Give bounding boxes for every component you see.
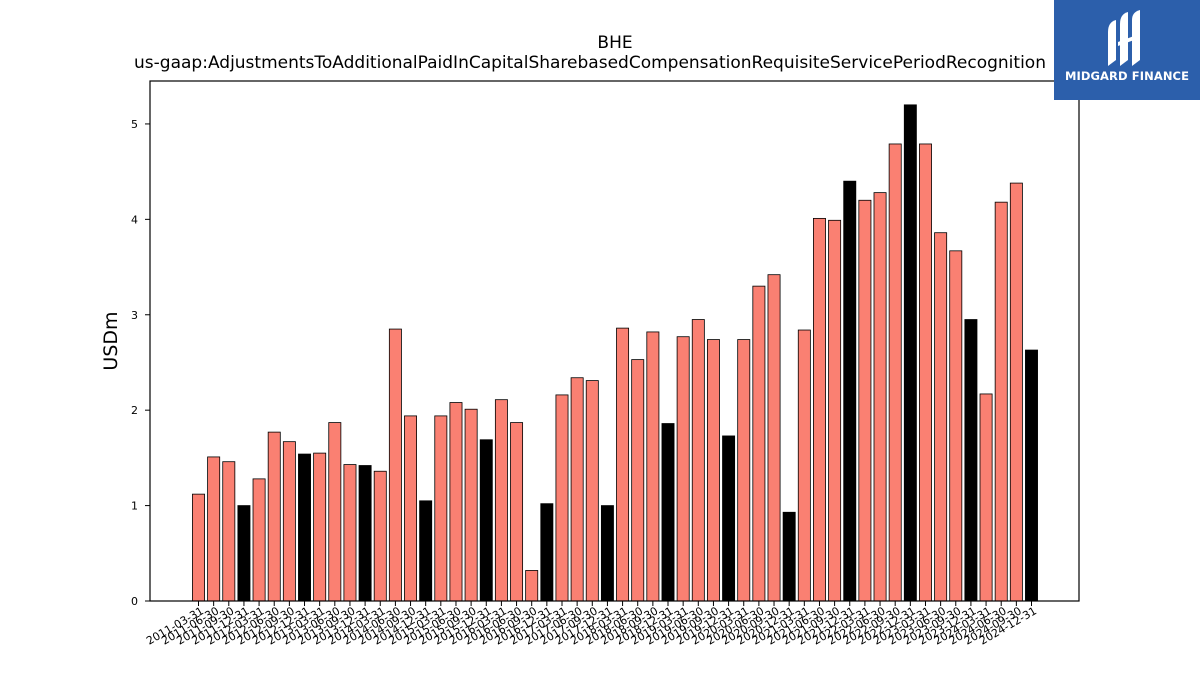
- bar-2022-09-30: [888, 143, 902, 602]
- bar-2023-12-31: [964, 319, 978, 602]
- y-tick-label: 3: [131, 309, 138, 322]
- bar-2012-09-30: [282, 441, 296, 602]
- y-tick-label: 0: [131, 595, 138, 608]
- bar-2022-03-31: [858, 199, 872, 602]
- bar-2011-06-30: [207, 456, 221, 602]
- bar-2016-06-30: [510, 422, 524, 602]
- bar-2011-12-31: [237, 505, 251, 602]
- bar-2019-12-31: [722, 435, 736, 602]
- bar-2018-03-31: [616, 327, 630, 602]
- bar-2021-03-31: [797, 329, 811, 602]
- bar-2016-09-30: [525, 570, 539, 602]
- bar-2012-12-31: [298, 453, 311, 602]
- bar-2017-06-30: [570, 377, 584, 602]
- bar-2019-06-30: [691, 319, 705, 602]
- bar-2019-03-31: [676, 336, 690, 602]
- bar-2013-06-30: [328, 422, 342, 602]
- bar-2024-12-31: [1025, 349, 1038, 602]
- bar-2014-12-31: [419, 500, 433, 602]
- y-axis-ticks: 0 1 2 3 4 5: [131, 118, 150, 608]
- bar-2014-03-31: [373, 470, 387, 602]
- bar-2018-12-31: [661, 423, 675, 602]
- y-tick-label: 1: [131, 500, 138, 513]
- bar-2014-09-30: [404, 415, 418, 602]
- y-tick-label: 4: [131, 213, 138, 226]
- bar-2016-03-31: [494, 399, 508, 602]
- bar-2015-12-31: [479, 439, 493, 602]
- bar-2020-09-30: [767, 274, 781, 602]
- bar-2019-09-30: [706, 339, 720, 602]
- bar-2016-12-31: [540, 503, 554, 602]
- bar-2017-12-31: [600, 505, 614, 602]
- bar-2015-03-31: [434, 415, 448, 602]
- bar-2017-09-30: [585, 380, 599, 602]
- y-tick-label: 2: [131, 404, 138, 417]
- bar-2013-03-31: [313, 452, 327, 602]
- bar-2012-03-31: [252, 478, 266, 602]
- logo-text: MIDGARD FINANCE: [1064, 69, 1190, 83]
- bar-2011-03-31: [192, 493, 205, 602]
- chart-title: BHE: [597, 33, 632, 53]
- bar-2018-09-30: [646, 331, 660, 602]
- bar-2022-06-30: [873, 192, 887, 602]
- bar-2023-03-31: [919, 143, 932, 602]
- bar-2021-06-30: [813, 217, 826, 602]
- bar-2023-09-30: [949, 250, 963, 602]
- bar-2022-12-31: [903, 104, 917, 602]
- bar-2015-09-30: [464, 408, 478, 602]
- plot-frame: [149, 80, 1080, 602]
- midgard-finance-logo: MIDGARD FINANCE: [1054, 0, 1200, 100]
- bar-2020-06-30: [752, 285, 766, 602]
- x-axis-ticks: 2011-03-312011-06-302011-09-302011-12-31…: [144, 601, 1039, 648]
- midgard-logo-icon: [1108, 10, 1140, 66]
- bar-2024-09-30: [1009, 182, 1023, 602]
- bar-2017-03-31: [555, 394, 569, 602]
- bar-2021-12-31: [843, 180, 857, 602]
- bar-2014-06-30: [388, 328, 402, 602]
- bar-2021-09-30: [828, 219, 842, 602]
- bar-2012-06-30: [267, 431, 281, 602]
- y-tick-label: 5: [131, 118, 138, 131]
- y-axis-label: USDm: [100, 311, 122, 370]
- bar-2020-12-31: [782, 511, 796, 602]
- bar-series: [192, 104, 1038, 602]
- bar-2015-06-30: [449, 402, 463, 602]
- bar-2011-09-30: [222, 461, 236, 602]
- chart-subtitle: us-gaap:AdjustmentsToAdditionalPaidInCap…: [134, 53, 1046, 73]
- bar-2023-06-30: [934, 232, 948, 602]
- bar-2013-12-31: [358, 465, 372, 602]
- bar-2024-03-31: [979, 393, 993, 602]
- bar-2013-09-30: [343, 464, 357, 602]
- bar-2020-03-31: [737, 339, 751, 602]
- bar-2024-06-30: [994, 201, 1008, 602]
- bar-2018-06-30: [631, 359, 645, 602]
